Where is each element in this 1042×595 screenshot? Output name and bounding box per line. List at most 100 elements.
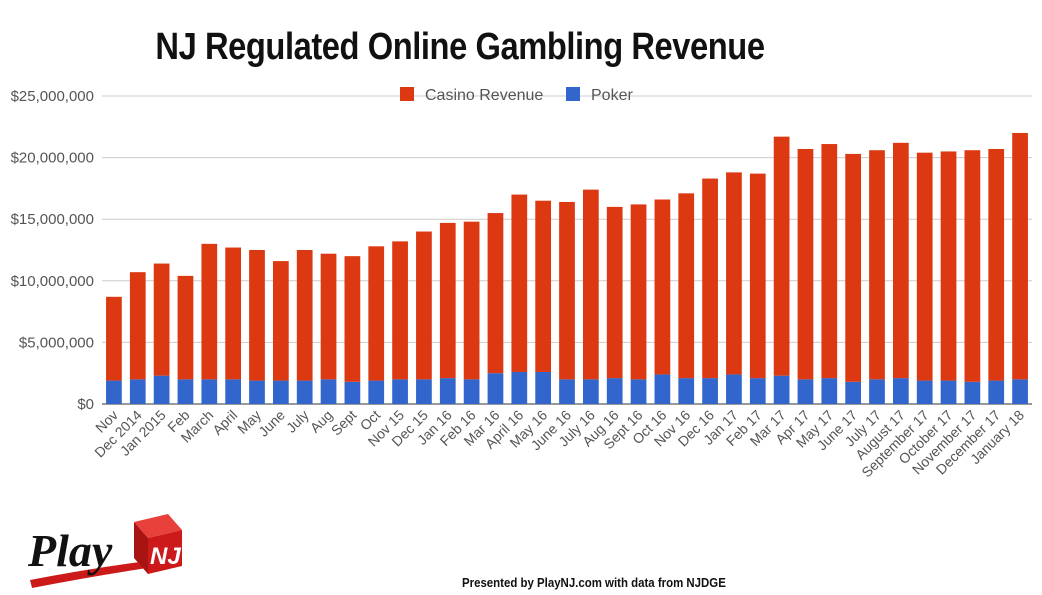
logo-text-play: Play xyxy=(27,525,113,576)
bar-poker xyxy=(940,380,957,404)
legend: Casino Revenue Poker xyxy=(400,87,633,104)
bar-poker xyxy=(106,380,122,404)
bar-casino xyxy=(296,250,313,381)
bar-poker xyxy=(535,371,552,404)
logo-dice-icon xyxy=(134,514,182,574)
bar-poker xyxy=(368,380,385,404)
bar-casino xyxy=(821,144,838,379)
bar-poker xyxy=(439,378,456,404)
bar-casino xyxy=(487,213,504,374)
bar-casino xyxy=(106,296,122,381)
bar-casino xyxy=(511,194,528,372)
bar-casino xyxy=(797,148,814,380)
bar-poker xyxy=(702,378,718,404)
bar-casino xyxy=(344,256,361,382)
bar-casino xyxy=(916,152,933,381)
bar-poker xyxy=(201,379,218,404)
y-tick-label: $20,000,000 xyxy=(11,150,94,167)
x-tick-label: Sept xyxy=(328,407,360,439)
bar-poker xyxy=(296,380,313,404)
bar-poker xyxy=(654,374,671,404)
legend-swatch-casino xyxy=(400,87,414,101)
bar-casino xyxy=(940,151,957,381)
bar-poker xyxy=(678,378,695,404)
stacked-bar-chart: $0 $5,000,000 $10,000,000 $15,000,000 $20,00… xyxy=(11,87,1032,481)
bar-casino xyxy=(749,173,766,379)
bar-poker xyxy=(845,381,862,404)
bar-casino xyxy=(559,201,575,380)
bar-casino xyxy=(249,250,265,381)
bars xyxy=(106,132,1028,404)
bar-casino xyxy=(964,150,981,382)
bar-poker xyxy=(272,380,289,404)
bar-poker xyxy=(630,379,647,404)
bar-poker xyxy=(797,379,814,404)
bar-poker xyxy=(916,380,933,404)
logo-swoosh xyxy=(30,558,174,588)
bar-casino xyxy=(1012,132,1028,380)
bar-poker xyxy=(344,381,361,404)
legend-label-casino: Casino Revenue xyxy=(425,87,543,104)
bar-casino xyxy=(272,261,289,381)
bar-casino xyxy=(201,243,218,380)
legend-swatch-poker xyxy=(566,87,580,101)
bar-poker xyxy=(821,378,838,404)
bar-casino xyxy=(892,142,909,379)
bar-poker xyxy=(726,374,742,404)
bar-casino xyxy=(988,148,1005,381)
bar-poker xyxy=(892,378,909,404)
bar-casino xyxy=(320,253,337,380)
bar-poker xyxy=(511,371,528,404)
bar-casino xyxy=(177,275,194,380)
bar-casino xyxy=(582,189,599,380)
bar-poker xyxy=(153,375,170,404)
y-tick-label: $5,000,000 xyxy=(19,334,94,351)
bar-casino xyxy=(535,200,552,372)
bar-poker xyxy=(869,379,885,404)
bar-casino xyxy=(606,206,623,379)
y-tick-label: $15,000,000 xyxy=(11,211,94,228)
bar-casino xyxy=(439,222,456,379)
bar-poker xyxy=(225,379,242,404)
bar-casino xyxy=(654,199,671,375)
bar-casino xyxy=(702,178,718,379)
bar-poker xyxy=(177,379,194,404)
playnj-logo: Play NJ xyxy=(27,514,182,588)
bar-casino xyxy=(678,193,695,379)
bar-poker xyxy=(773,375,790,404)
bar-poker xyxy=(487,373,504,404)
bar-casino xyxy=(845,153,862,382)
chart-title: NJ Regulated Online Gambling Revenue xyxy=(155,26,765,68)
bar-poker xyxy=(582,379,599,404)
x-tick-label: July xyxy=(283,407,312,436)
bar-poker xyxy=(320,379,337,404)
y-tick-label: $10,000,000 xyxy=(11,273,94,290)
bar-poker xyxy=(988,380,1005,404)
bar-poker xyxy=(606,378,623,404)
bar-casino xyxy=(225,247,242,380)
x-tick-label: April xyxy=(209,407,240,438)
bar-casino xyxy=(869,150,885,380)
logo-text-nj: NJ xyxy=(150,543,181,570)
legend-label-poker: Poker xyxy=(591,87,633,104)
bar-casino xyxy=(416,231,432,380)
bar-casino xyxy=(773,136,790,376)
y-tick-label: $25,000,000 xyxy=(11,88,94,105)
y-tick-label: $0 xyxy=(77,396,94,413)
bar-casino xyxy=(392,241,408,380)
bar-poker xyxy=(1012,379,1028,404)
footer-credit: Presented by PlayNJ.com with data from N… xyxy=(462,575,726,590)
bar-casino xyxy=(153,263,170,376)
bar-poker xyxy=(392,379,408,404)
bar-poker xyxy=(249,380,265,404)
bar-casino xyxy=(129,272,146,380)
bar-poker xyxy=(559,379,575,404)
bar-casino xyxy=(368,246,385,381)
bar-poker xyxy=(463,379,480,404)
bar-casino xyxy=(630,204,647,380)
bar-poker xyxy=(749,378,766,404)
bar-poker xyxy=(416,379,432,404)
bar-casino xyxy=(463,221,480,380)
bar-poker xyxy=(129,379,146,404)
